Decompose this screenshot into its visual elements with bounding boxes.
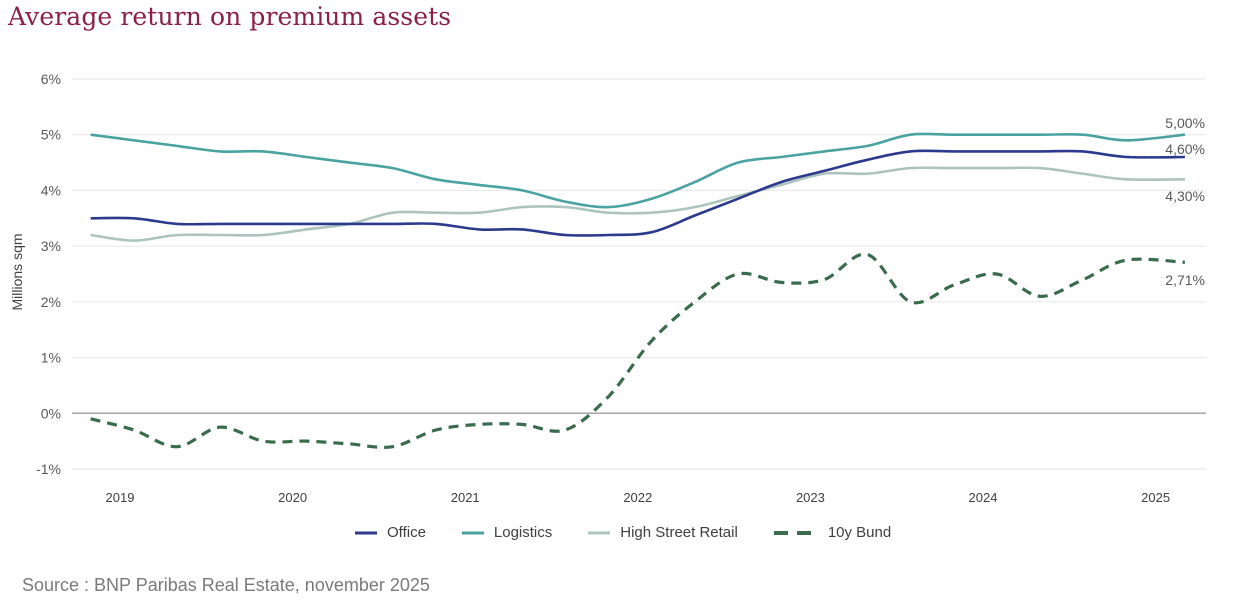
y-tick-label: 5%	[41, 127, 61, 143]
end-label: 5,00%	[1165, 115, 1205, 131]
legend-swatch	[355, 531, 377, 534]
legend-label: Logistics	[493, 524, 553, 541]
end-label: 4,60%	[1165, 141, 1205, 157]
x-tick-label: 2025	[1141, 490, 1170, 505]
legend-label: Office	[387, 524, 426, 541]
legend-swatch	[461, 531, 484, 534]
y-tick-label: 4%	[41, 182, 61, 198]
x-tick-label: 2021	[451, 490, 480, 505]
legend-item: Logistics	[461, 524, 553, 541]
series-line-logistics	[90, 132, 1186, 209]
x-tick-label: 2024	[969, 490, 998, 505]
end-label: 2,71%	[1165, 272, 1205, 288]
x-tick-label: 2020	[278, 490, 307, 505]
y-tick-label: -1%	[36, 461, 61, 477]
legend-label: High Street Retail	[620, 524, 738, 541]
gridlines	[72, 78, 1206, 470]
line-chart: -1%0%1%2%3%4%5%6% 2019 2020 2021 2022 2023 20…	[9, 71, 1206, 505]
series-line-10y-bund	[90, 252, 1185, 449]
legend-item: High Street Retail	[588, 524, 738, 541]
legend-swatch	[588, 531, 611, 534]
x-tick-label: 2022	[623, 490, 652, 505]
end-label: 4,30%	[1165, 188, 1205, 204]
x-tick-label: 2023	[796, 490, 825, 505]
x-tick-label: 2019	[106, 490, 135, 505]
series-line-office	[90, 149, 1185, 237]
y-tick-label: 1%	[41, 350, 61, 366]
legend-swatch	[773, 530, 818, 535]
legend-item: Office	[355, 524, 426, 541]
legend-label: 10y Bund	[827, 524, 892, 541]
y-axis-ticks: -1% 0% 1% 2% 3% 4% 5% 6%	[36, 71, 61, 477]
y-tick-label: 2%	[41, 294, 61, 310]
y-axis-label: Millions sqm	[9, 233, 25, 310]
y-tick-label: 3%	[41, 238, 61, 254]
legend: Office Logistics High Street Retail 10y Bun…	[355, 524, 927, 541]
legend-item: 10y Bund	[773, 524, 892, 541]
series-line-high-street-retail	[90, 166, 1185, 242]
x-axis-ticks: 2019 2020 2021 2022 2023 2024 2025	[106, 490, 1171, 505]
series-lines	[90, 132, 1186, 449]
chart-title: Average return on premium assets	[8, 2, 452, 31]
end-labels: 4,60% 5,00% 4,30% 2,71%	[1165, 115, 1205, 288]
y-tick-label: 0%	[41, 405, 61, 421]
source-note: Source : BNP Paribas Real Estate, novemb…	[22, 575, 430, 595]
y-tick-label: 6%	[41, 71, 61, 87]
